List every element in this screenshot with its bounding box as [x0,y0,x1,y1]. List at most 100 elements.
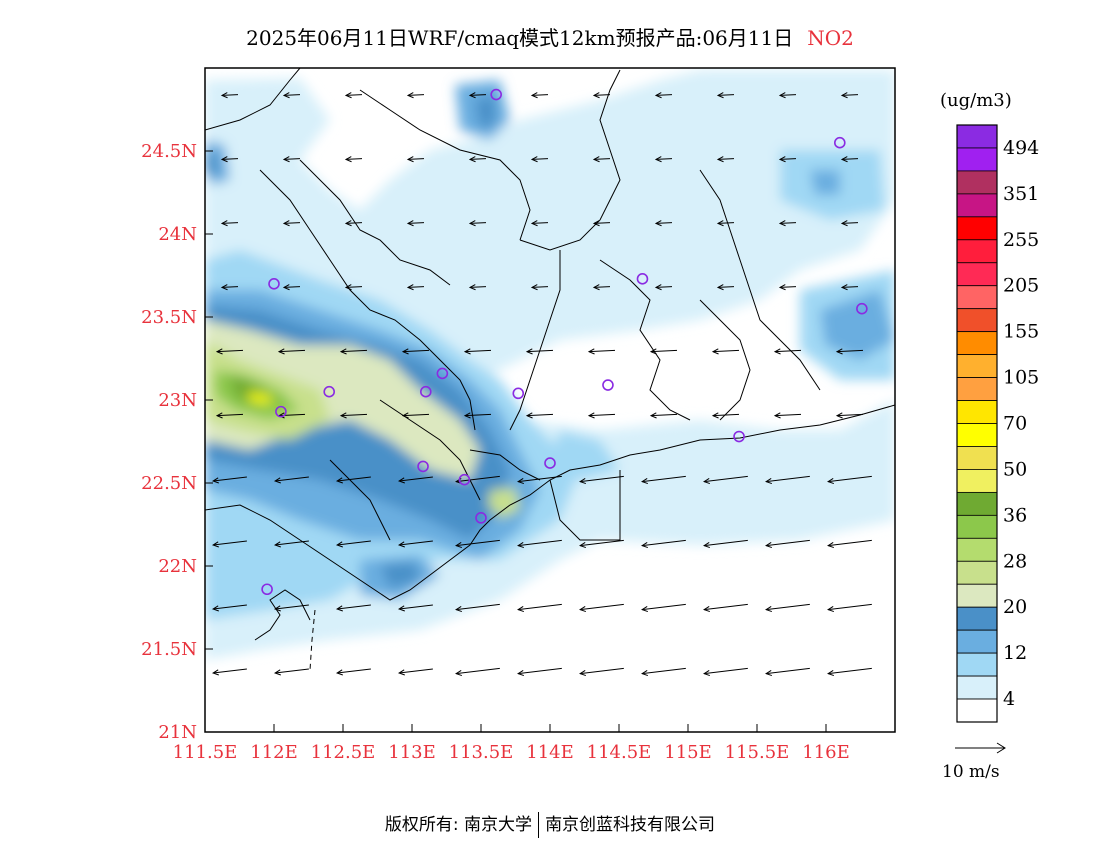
wind-arrow [525,412,554,419]
concentration-field [205,70,895,660]
wind-arrow [344,220,363,227]
colorbar-label: 20 [1003,596,1027,618]
lon-tick-label: 115E [664,742,712,763]
colorbar-swatch [956,285,998,310]
colorbar-swatch [956,377,998,401]
colorbar-swatch [956,239,998,264]
wind-arrow [579,539,624,549]
wind-arrow [765,603,810,613]
wind-arrow [215,412,244,419]
wind-arrow [344,92,363,99]
colorbar-swatch [956,423,998,447]
wind-arrow [517,667,562,677]
wind-arrow [592,284,611,291]
wind-arrow [716,284,735,291]
wind-arrow [840,284,859,291]
station-marker [544,457,556,469]
wind-arrow [282,92,301,99]
wind-arrow [215,348,244,355]
station-marker [833,136,846,149]
lat-tick-label: 22N [158,556,197,577]
colorbar-swatch [956,675,998,700]
colorbar-swatch [956,308,998,333]
lon-tick-label: 112.5E [311,742,376,763]
wind-arrow [530,220,549,227]
wind-arrow [773,348,802,355]
wind-arrow [641,667,686,677]
colorbar-swatch [956,606,998,631]
lon-tick-label: 114.5E [587,742,652,763]
station-marker [856,302,868,315]
wind-arrow [778,220,797,227]
colorbar-label: 28 [1003,550,1027,572]
monitoring-stations [261,88,868,596]
colorbar-swatch [956,629,998,654]
wind-arrow [455,603,500,613]
wind-arrow [592,92,611,99]
wind-arrow [344,156,363,163]
wind-arrow [835,348,864,355]
wind-arrow [468,284,487,291]
wind-arrow [335,668,371,676]
wind-arrow [711,348,740,355]
colorbar-swatch [956,698,998,723]
colorbar-frame [956,124,998,723]
wind-vectors [211,92,872,677]
colorbar-swatch [956,469,998,493]
wind-arrow [778,284,797,291]
wind-arrow [344,284,363,291]
wind-arrow [517,539,562,549]
footer-separator [538,812,540,838]
wind-arrow [711,412,740,419]
footer-right: 南京创蓝科技有限公司 [545,815,716,835]
colorbar-label: 205 [1003,275,1039,297]
wind-arrow [641,539,686,549]
wind-arrow [703,603,748,613]
wind-arrow [827,539,872,549]
colorbar-swatch [956,262,998,287]
wind-arrow [273,668,309,676]
wind-arrow [835,412,864,419]
wind-arrow [335,476,371,484]
wind-arrow [335,540,371,548]
colorbar-swatch [956,652,998,677]
wind-arrow [765,667,810,677]
copyright-footer: 版权所有: 南京大学 南京创蓝科技有限公司 [0,810,1100,838]
colorbar-legend: 494 351 255 205 155 105 70 50 36 28 20 12 4 [956,124,1039,723]
station-marker [475,512,487,524]
station-marker [733,430,745,443]
wind-arrow [211,476,247,484]
wind-arrow [282,220,301,227]
wind-arrow [840,156,859,163]
lat-tick-label: 22.5N [141,473,197,494]
station-marker [602,379,614,391]
wind-arrow [220,92,239,99]
station-marker [436,367,449,380]
station-marker [512,387,525,400]
wind-arrow [778,92,797,99]
wind-arrow [517,603,562,613]
colorbar-swatch [956,124,998,149]
wind-arrow [220,284,239,291]
wind-arrow [703,475,748,485]
colorbar-swatch [956,216,998,241]
wind-arrow [765,475,810,485]
wind-arrow [641,475,686,485]
colorbar-label: 105 [1003,367,1039,389]
lat-tick-label: 21N [158,722,197,743]
wind-reference-label: 10 m/s [942,762,1000,782]
wind-arrow [211,604,247,612]
wind-arrow [654,220,673,227]
wind-arrow [220,156,239,163]
wind-arrow [649,348,678,355]
lon-tick-label: 114E [526,742,574,763]
wind-arrow [401,348,430,355]
wind-arrow [579,475,624,485]
colorbar-label: 255 [1003,229,1039,251]
colorbar-label: 70 [1003,413,1027,435]
station-marker [458,473,471,486]
lon-tick-label: 115.5E [725,742,790,763]
footer-left: 版权所有: 南京大学 [384,815,533,835]
wind-arrow [649,412,678,419]
wind-arrow [654,92,673,99]
